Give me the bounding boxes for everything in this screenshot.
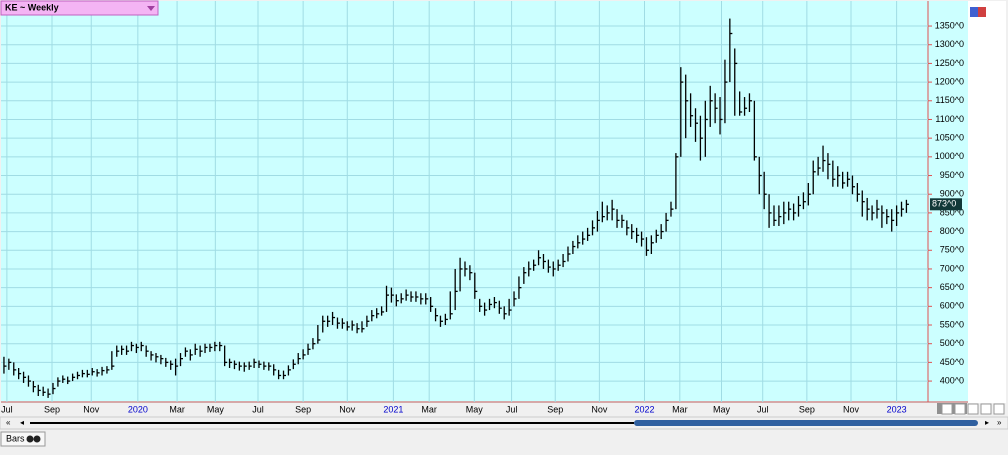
badge [978,7,986,17]
x-tick-label: May [713,404,731,414]
x-tick-label: May [207,404,225,414]
tool-button[interactable] [993,403,1005,415]
scroll-right[interactable]: » [997,418,1002,427]
scroll-step[interactable]: ▸ [985,418,989,427]
footer-tab[interactable] [0,431,46,447]
y-tick-label: 750^0 [940,245,964,255]
y-tick-label: 1150^0 [935,95,964,105]
x-tick-label: Mar [421,404,437,414]
y-tick-label: 850^0 [940,207,964,217]
y-tick-label: 500^0 [940,338,964,348]
x-tick-label: Sep [44,404,60,414]
y-tick-label: 1000^0 [935,151,964,161]
tool-button[interactable] [967,403,979,415]
x-tick-label: Nov [843,404,860,414]
bars [3,18,909,398]
x-tick-label: Mar [672,404,688,414]
x-tick-label: Sep [799,404,815,414]
y-tick-label: 400^0 [940,375,964,385]
x-tick-label: Mar [169,404,185,414]
badge [970,7,978,17]
x-tick-label: 2021 [383,404,403,414]
x-tick-label: Nov [591,404,608,414]
y-tick-label: 450^0 [940,357,964,367]
y-tick-label: 1250^0 [935,58,964,68]
last-price-box [930,198,962,211]
scroll-thumb[interactable] [634,420,978,426]
right-strip [968,1,1006,403]
y-tick-label: 900^0 [940,189,964,199]
y-tick-label: 600^0 [940,301,964,311]
last-price-label: 873^0 [932,199,956,209]
icon [33,435,41,443]
y-tick-label: 1350^0 [935,20,964,30]
y-tick-label: 800^0 [940,226,964,236]
tool-button[interactable] [941,403,953,415]
toolbar [941,403,1005,415]
y-tick-label: 1050^0 [935,133,964,143]
x-tick-label: Nov [83,404,100,414]
x-tick-label: 2022 [634,404,654,414]
x-tick-label: Nov [339,404,356,414]
x-tick-label: Jul [1,404,13,414]
x-tick-label: Sep [295,404,311,414]
x-tick-label: Jul [757,404,769,414]
y-tick-label: 550^0 [940,319,964,329]
y-tick-label: 1200^0 [935,76,964,86]
plot-area [1,1,968,403]
y-tick-label: 1300^0 [935,39,964,49]
y-tick-label: 650^0 [940,282,964,292]
x-tick-label: Sep [547,404,563,414]
scroll-step[interactable]: ◂ [20,418,24,427]
x-tick-label: 2023 [887,404,907,414]
y-tick-label: 1100^0 [935,114,964,124]
tool-button[interactable] [980,403,992,415]
footer-label: Bars [6,433,25,443]
symbol-dropdown[interactable] [0,0,159,16]
icon [26,435,34,443]
x-tick-label: May [466,404,484,414]
x-tick-label: Jul [252,404,264,414]
tool-button[interactable] [954,403,966,415]
y-tick-label: 700^0 [940,263,964,273]
x-tick-label: 2020 [128,404,148,414]
y-tick-label: 950^0 [940,170,964,180]
labels: 400^0 450^0 500^0 550^0 600^0 650^0 700^0 750^0… [1,20,964,414]
symbol-title: KE ~ Weekly [5,2,59,12]
scroll-left[interactable]: « [6,418,11,427]
dropdown-arrow [147,6,155,11]
x-tick-label: Jul [506,404,518,414]
